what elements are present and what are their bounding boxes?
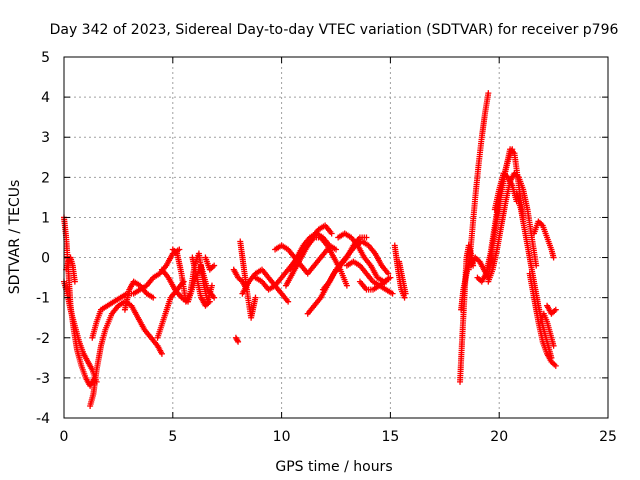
data-point <box>485 90 492 97</box>
data-points <box>61 90 559 409</box>
data-point <box>533 262 540 269</box>
data-point <box>328 230 335 237</box>
y-tick-label: -3 <box>36 371 50 387</box>
data-point <box>552 362 559 369</box>
data-point <box>387 274 394 281</box>
data-point <box>550 254 557 261</box>
data-point <box>208 282 215 289</box>
data-point <box>402 290 409 297</box>
data-point <box>252 294 259 301</box>
data-point <box>383 278 390 285</box>
y-tick-label: -1 <box>36 291 50 307</box>
data-point <box>211 294 218 301</box>
data-point <box>401 294 408 301</box>
data-point <box>158 350 165 357</box>
y-axis-label: SDTVAR / TECUs <box>7 180 23 295</box>
axis-ticks: 0 5 10 15 20 25 -4 -3 -2 -1 0 1 2 3 4 5 <box>36 50 617 445</box>
data-point <box>285 298 292 305</box>
y-tick-label: 0 <box>41 251 50 267</box>
data-point <box>324 246 331 253</box>
y-tick-label: 2 <box>41 170 50 186</box>
data-point <box>385 270 392 277</box>
data-point <box>176 246 183 253</box>
y-tick-label: 4 <box>41 90 50 106</box>
data-point <box>363 234 370 241</box>
y-tick-label: 1 <box>41 210 50 226</box>
data-point <box>389 290 396 297</box>
data-point <box>235 338 242 345</box>
x-tick-label: 15 <box>381 429 399 445</box>
data-point <box>234 337 241 344</box>
data-point <box>509 146 516 153</box>
data-point <box>552 306 559 313</box>
data-point <box>71 278 78 285</box>
data-point <box>150 294 157 301</box>
x-tick-label: 25 <box>599 429 617 445</box>
x-tick-label: 10 <box>273 429 291 445</box>
x-tick-label: 20 <box>490 429 508 445</box>
data-point <box>333 246 339 253</box>
data-point <box>343 282 350 289</box>
data-point <box>211 262 218 269</box>
plot-border <box>63 56 609 419</box>
x-axis-label: GPS time / hours <box>275 459 392 475</box>
y-tick-label: -4 <box>36 411 50 427</box>
x-tick-label: 0 <box>60 429 69 445</box>
y-tick-label: 5 <box>41 50 50 66</box>
chart-title: Day 342 of 2023, Sidereal Day-to-day VTE… <box>50 22 619 38</box>
data-point <box>206 298 213 305</box>
y-tick-label: 3 <box>41 130 50 146</box>
data-point <box>550 342 557 349</box>
x-tick-label: 5 <box>168 429 177 445</box>
y-tick-label: -2 <box>36 331 50 347</box>
